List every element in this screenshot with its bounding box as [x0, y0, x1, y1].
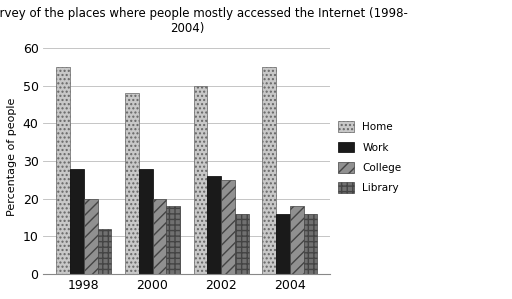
Bar [276, 214, 290, 274]
Bar [98, 229, 111, 274]
Bar [56, 67, 70, 274]
Bar [235, 214, 249, 274]
Bar [125, 93, 139, 274]
Bar [304, 214, 317, 274]
Bar [139, 169, 153, 274]
Bar [290, 206, 304, 274]
Bar [221, 180, 235, 274]
Legend: Home, Work, College, Library: Home, Work, College, Library [338, 121, 401, 193]
Bar [263, 67, 276, 274]
Bar [194, 86, 207, 274]
Bar [84, 199, 98, 274]
Bar [207, 176, 221, 274]
Bar [70, 169, 84, 274]
Bar [166, 206, 180, 274]
Y-axis label: Percentage of people: Percentage of people [7, 98, 17, 216]
Bar [153, 199, 166, 274]
Title: UK survey of the places where people mostly accessed the Internet (1998-
2004): UK survey of the places where people mos… [0, 7, 408, 35]
